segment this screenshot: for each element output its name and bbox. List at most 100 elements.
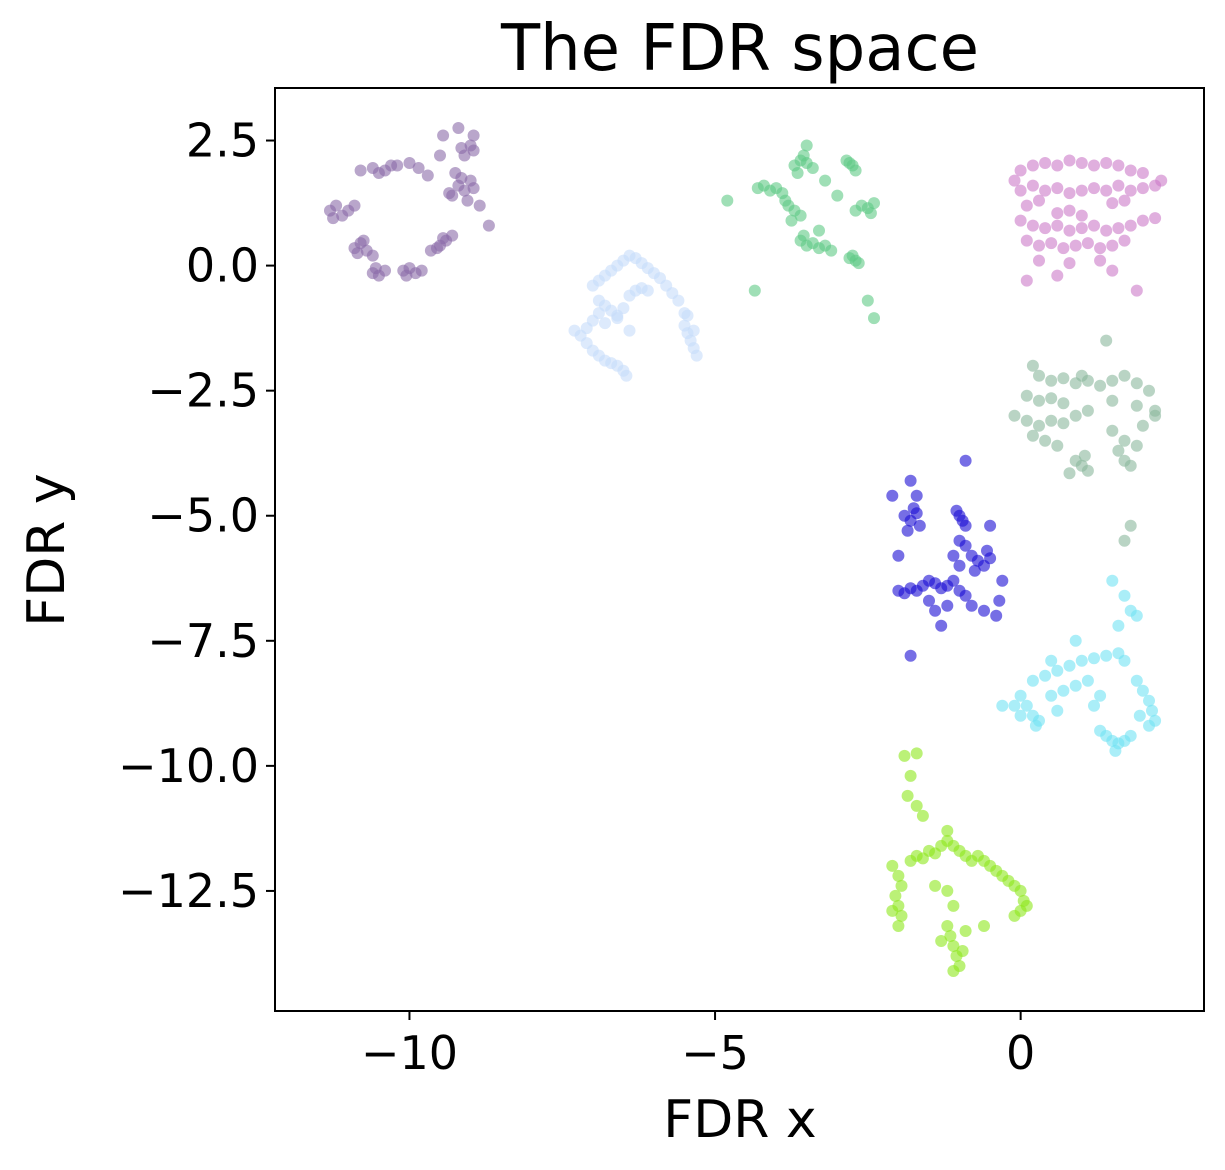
data-point xyxy=(895,909,908,922)
data-point xyxy=(959,454,972,467)
data-point xyxy=(819,174,832,187)
x-axis-label: FDR x xyxy=(663,1090,816,1150)
data-point xyxy=(421,169,434,182)
data-point xyxy=(1078,449,1091,462)
data-point xyxy=(434,149,446,162)
data-point xyxy=(443,187,456,200)
data-point xyxy=(1057,684,1070,697)
data-point xyxy=(825,244,838,257)
data-points-layer xyxy=(324,122,1168,977)
data-point xyxy=(916,809,929,822)
data-point xyxy=(941,824,954,837)
data-point xyxy=(886,489,899,502)
data-point xyxy=(1063,187,1076,200)
data-point xyxy=(861,294,874,307)
data-point xyxy=(1124,219,1137,232)
data-point xyxy=(437,232,450,245)
data-point xyxy=(797,149,810,162)
data-point xyxy=(330,199,343,212)
data-point xyxy=(1100,334,1113,347)
data-point xyxy=(1112,444,1125,457)
data-point xyxy=(779,194,792,207)
data-point xyxy=(385,159,398,172)
data-point xyxy=(1130,674,1143,687)
data-point xyxy=(1026,159,1039,172)
data-point xyxy=(1149,409,1162,422)
data-point xyxy=(592,307,605,320)
data-point xyxy=(1039,434,1052,447)
series-4-group xyxy=(1008,334,1162,547)
data-point xyxy=(1075,369,1088,382)
data-point xyxy=(895,879,908,892)
data-point xyxy=(1094,254,1107,267)
data-point xyxy=(797,229,810,242)
data-point xyxy=(1124,519,1137,532)
data-point xyxy=(1124,459,1137,472)
data-point xyxy=(1100,184,1113,197)
data-point xyxy=(1014,884,1027,897)
data-point xyxy=(886,904,899,917)
data-point xyxy=(721,194,734,207)
series-1-group xyxy=(568,249,703,382)
data-point xyxy=(599,317,611,330)
data-point xyxy=(1063,659,1076,672)
data-point xyxy=(1026,674,1039,687)
data-point xyxy=(748,284,761,297)
data-point xyxy=(1051,207,1064,220)
data-point xyxy=(1100,157,1113,169)
data-point xyxy=(1063,204,1076,217)
data-point xyxy=(806,162,819,174)
series-2-group xyxy=(721,139,880,325)
data-point xyxy=(1039,669,1052,682)
y-axis-ticks: 2.5 0.0 −2.5 −5.0 −7.5 −10.0 −12.5 xyxy=(118,114,275,918)
data-point xyxy=(327,212,340,225)
y-tick-label: 2.5 xyxy=(186,114,259,168)
data-point xyxy=(1149,212,1162,225)
data-point xyxy=(1124,184,1137,197)
data-point xyxy=(1118,434,1131,447)
data-point xyxy=(1020,389,1033,402)
data-point xyxy=(1033,194,1045,207)
x-axis-ticks: −10 −5 0 xyxy=(361,1011,1035,1080)
data-point xyxy=(678,307,691,320)
data-point xyxy=(1063,154,1076,167)
data-point xyxy=(1112,222,1125,235)
data-point xyxy=(415,264,428,277)
data-point xyxy=(1106,197,1119,210)
data-point xyxy=(1081,237,1094,250)
data-point xyxy=(959,925,972,937)
x-tick-label: −5 xyxy=(681,1026,749,1080)
y-tick-label: −12.5 xyxy=(118,864,259,918)
data-point xyxy=(357,234,370,247)
data-point xyxy=(620,369,633,382)
data-point xyxy=(984,519,997,532)
data-point xyxy=(1075,209,1088,222)
data-point xyxy=(1106,424,1119,437)
data-point xyxy=(1069,634,1082,647)
data-point xyxy=(1020,199,1033,212)
plot-area-frame xyxy=(274,87,1205,1012)
data-point xyxy=(467,144,480,157)
data-point xyxy=(751,182,764,195)
data-point xyxy=(904,649,917,662)
data-point xyxy=(901,789,914,802)
data-point xyxy=(800,139,813,152)
data-point xyxy=(1008,699,1021,712)
data-point xyxy=(1033,369,1045,382)
data-point xyxy=(1112,179,1125,192)
data-point xyxy=(1057,417,1070,430)
data-point xyxy=(1118,589,1131,602)
data-point xyxy=(1146,704,1158,717)
y-tick-label: 0.0 xyxy=(186,239,259,293)
data-point xyxy=(1136,182,1149,195)
data-point xyxy=(978,920,990,932)
data-point xyxy=(1033,254,1045,267)
data-point xyxy=(1106,374,1119,387)
data-point xyxy=(953,534,966,547)
data-point xyxy=(947,940,960,952)
data-point xyxy=(1026,179,1039,192)
data-point xyxy=(935,619,948,632)
data-point xyxy=(892,549,905,562)
data-point xyxy=(953,559,966,572)
